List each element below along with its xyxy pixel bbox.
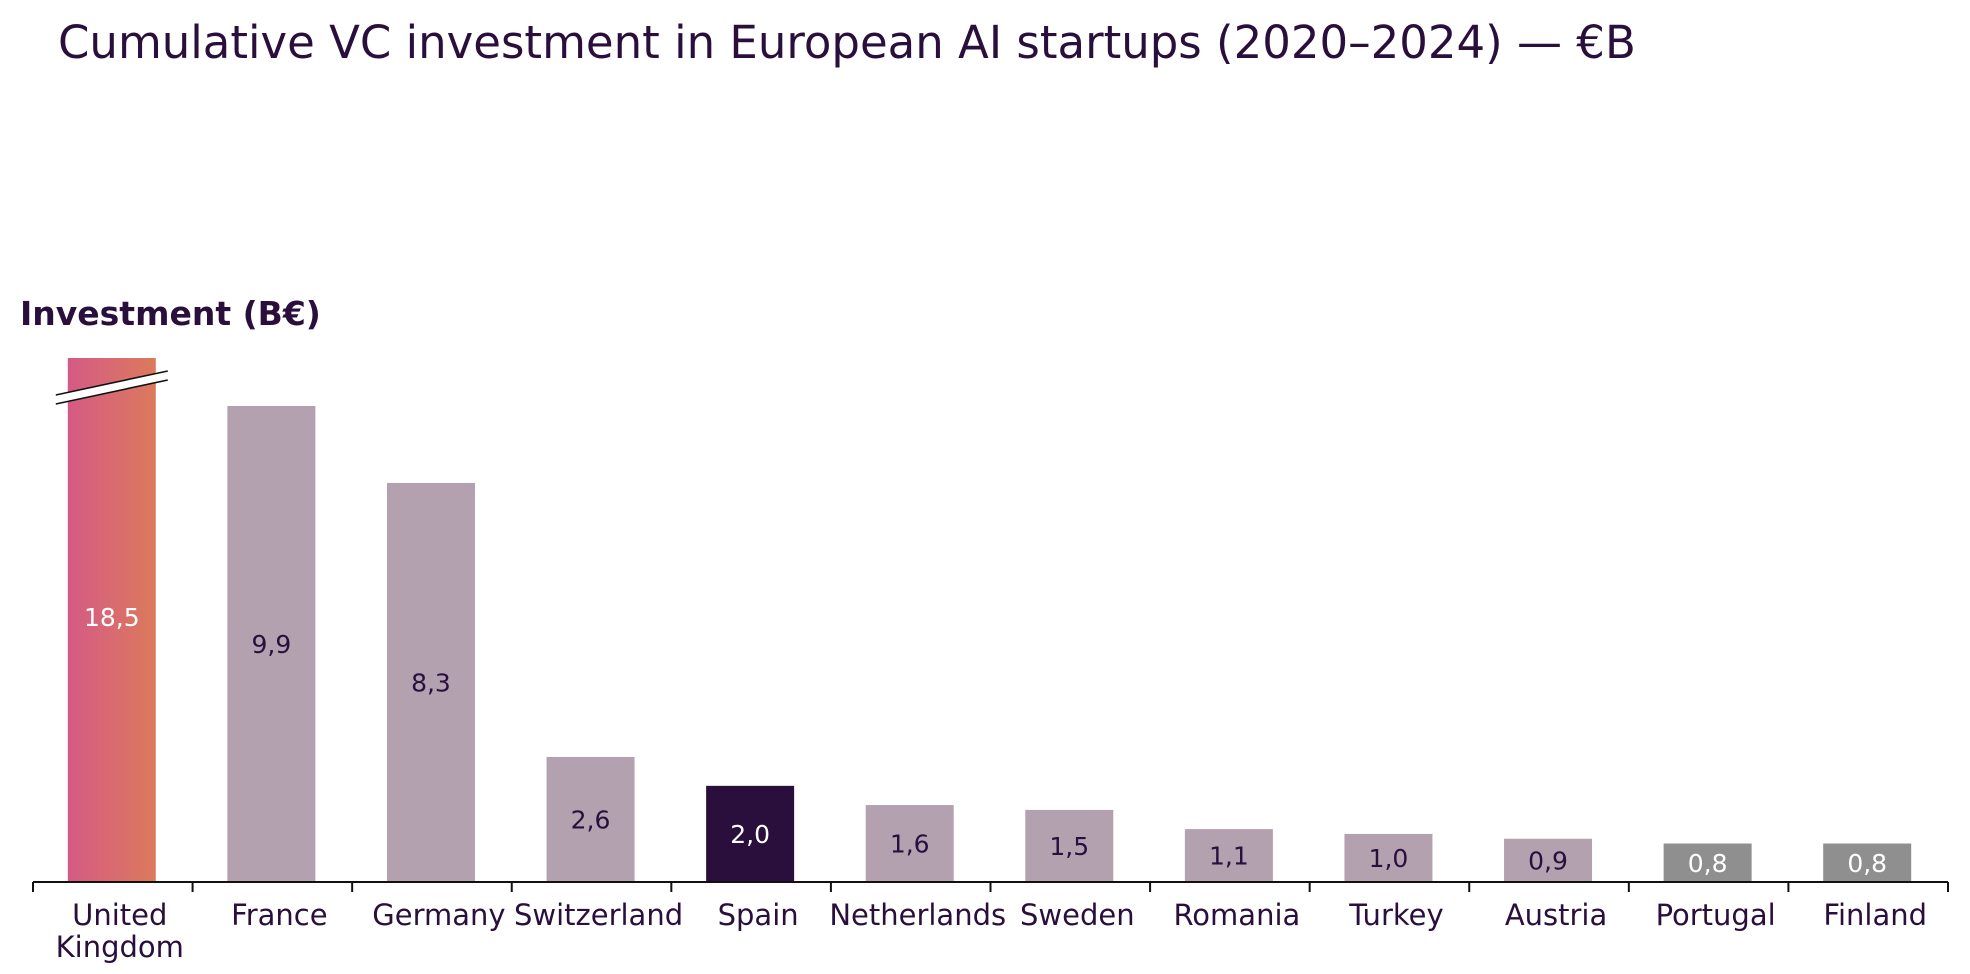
value-label-netherlands: 1,6 bbox=[890, 830, 930, 859]
value-label-spain: 2,0 bbox=[730, 820, 770, 849]
bar-netherlands bbox=[865, 805, 954, 882]
bar-sweden bbox=[1025, 809, 1114, 882]
x-tick-label-turkey: Turkey bbox=[1348, 898, 1443, 932]
x-tick-label-romania: Romania bbox=[1173, 898, 1300, 932]
x-tick-label-switzerland: Switzerland bbox=[514, 898, 683, 932]
bar-france bbox=[227, 406, 316, 882]
bars-group: 18,5 9,9 8,3 2,6 2,0 1,6 1,5 1,1 1,0 0,9 0,8 0,8 bbox=[54, 358, 1912, 882]
bar-portugal bbox=[1663, 843, 1752, 882]
x-ticks bbox=[32, 882, 1949, 892]
bar-austria bbox=[1504, 838, 1593, 882]
x-tick-label-finland: Finland bbox=[1823, 898, 1927, 932]
x-tick-label-netherlands: Netherlands bbox=[829, 898, 1006, 932]
x-tick-label-spain: Spain bbox=[718, 898, 799, 932]
axis-break-marker bbox=[54, 370, 169, 405]
bar-turkey bbox=[1344, 833, 1433, 882]
x-tick-label-austria: Austria bbox=[1505, 898, 1607, 932]
value-label-switzerland: 2,6 bbox=[571, 805, 611, 834]
value-label-united-kingdom: 18,5 bbox=[84, 603, 140, 632]
chart-title: Cumulative VC investment in European AI … bbox=[58, 16, 1636, 69]
x-tick-label-germany: Germany bbox=[372, 898, 505, 932]
x-tick-labels: United Kingdom France Germany Switzerland Spa… bbox=[56, 898, 1927, 964]
x-tick-label-portugal: Portugal bbox=[1656, 898, 1776, 932]
bar-finland bbox=[1823, 843, 1912, 882]
value-label-turkey: 1,0 bbox=[1369, 844, 1409, 873]
x-tick-label-sweden: Sweden bbox=[1020, 898, 1135, 932]
bar-switzerland bbox=[546, 756, 635, 882]
bar-united-kingdom bbox=[67, 358, 156, 882]
value-label-austria: 0,9 bbox=[1528, 846, 1568, 875]
value-label-germany: 8,3 bbox=[411, 668, 451, 697]
value-label-finland: 0,8 bbox=[1847, 849, 1887, 878]
value-label-france: 9,9 bbox=[251, 630, 291, 659]
value-label-sweden: 1,5 bbox=[1049, 832, 1089, 861]
value-label-romania: 1,1 bbox=[1209, 842, 1249, 871]
x-tick-label-united-kingdom: United Kingdom bbox=[56, 898, 184, 964]
y-axis-label: Investment (B€) bbox=[20, 294, 321, 333]
x-tick-label-france: France bbox=[231, 898, 327, 932]
bar-spain bbox=[706, 785, 795, 882]
value-label-portugal: 0,8 bbox=[1688, 849, 1728, 878]
bar-romania bbox=[1184, 829, 1273, 882]
bar-germany bbox=[386, 482, 475, 882]
